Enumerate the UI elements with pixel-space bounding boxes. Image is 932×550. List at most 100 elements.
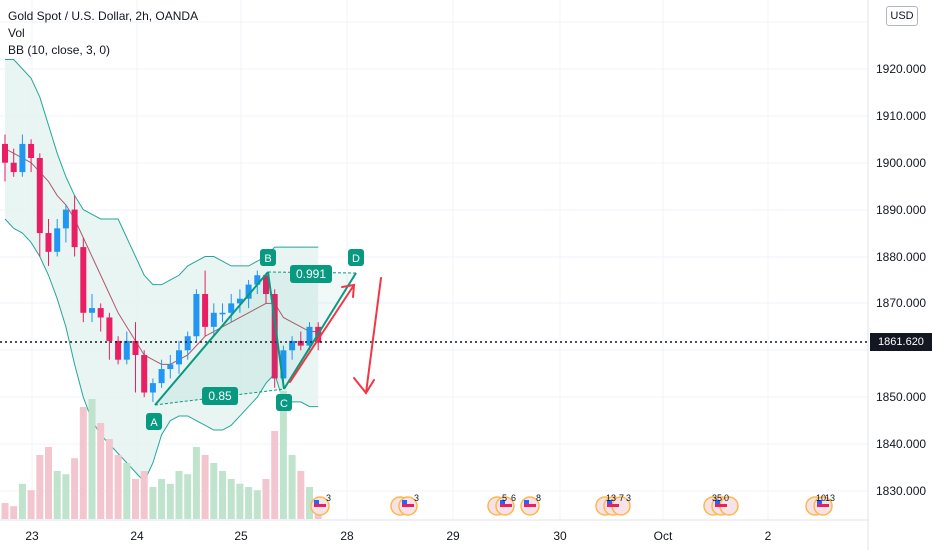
pattern-point-b-box[interactable]: [260, 249, 276, 266]
bollinger-band-fill: [5, 59, 319, 482]
ratio-bd-box[interactable]: [290, 265, 332, 283]
volume-bar: [201, 455, 209, 519]
pattern-point-a-box[interactable]: [146, 413, 162, 430]
candle-body: [210, 312, 217, 327]
candle-body: [184, 336, 191, 351]
candle-body: [167, 364, 174, 370]
up-arrow[interactable]: [289, 283, 356, 383]
price-axis-label: 1890.000: [876, 203, 926, 217]
volume-bar: [149, 487, 157, 519]
volume-bar: [18, 483, 26, 519]
volume-bar: [71, 458, 79, 519]
candle-body: [306, 326, 313, 346]
pattern-point-a-label: A: [150, 417, 158, 429]
volume-bar: [166, 483, 174, 519]
volume-bar: [262, 479, 270, 519]
flag-icon[interactable]: [703, 496, 739, 516]
volume-bar: [236, 483, 244, 519]
flag-icon[interactable]: [390, 496, 418, 516]
event-count: 6: [511, 493, 516, 503]
pattern-point-c-label: C: [280, 398, 288, 410]
time-axis-label: 30: [553, 529, 567, 543]
candle-body: [28, 143, 35, 159]
volume-bar: [27, 490, 35, 519]
candle-body: [54, 228, 61, 252]
flag-icon[interactable]: [520, 496, 540, 516]
flag-icon[interactable]: [805, 496, 833, 516]
time-axis-label: 24: [130, 529, 144, 543]
pattern-point-b-label: B: [264, 253, 271, 265]
volume-bar: [306, 487, 313, 519]
volume-bar: [79, 407, 87, 519]
volume-bar: [184, 474, 192, 519]
volume-bar: [1, 503, 9, 519]
candle-body: [228, 303, 235, 313]
candle-body: [132, 340, 139, 355]
price-axis-label: 1850.000: [876, 390, 926, 404]
volume-bar: [227, 479, 235, 519]
down-arrow[interactable]: [353, 277, 382, 395]
candle-body: [254, 275, 261, 285]
candle-body: [123, 340, 130, 360]
ratio-ac-box[interactable]: [202, 387, 238, 405]
event-count: 3: [326, 493, 331, 503]
volume-bar: [297, 471, 305, 519]
flag-icon[interactable]: [595, 496, 631, 516]
pattern-dashed-ac: [154, 388, 285, 406]
time-axis-label: 23: [25, 529, 39, 543]
event-count: 13: [606, 493, 616, 503]
price-axis-label: 1830.000: [876, 484, 926, 498]
abcd-pattern[interactable]: A B C D 0.991 0.85: [146, 249, 364, 430]
candle-body: [176, 350, 182, 365]
symbol-title[interactable]: Gold Spot / U.S. Dollar, 2h, OANDA: [8, 9, 199, 23]
candle-body: [280, 350, 287, 379]
candle-body: [263, 275, 269, 295]
candle-body: [149, 383, 156, 393]
event-markers[interactable]: 3 3 5 6 8 13 7 3: [310, 493, 835, 516]
time-axis-label: 2: [765, 529, 772, 543]
candle-body: [36, 158, 43, 234]
candle-body: [297, 340, 304, 346]
pattern-leg-bc: [267, 271, 285, 390]
bollinger-indicator-label[interactable]: BB (10, close, 3, 0): [8, 43, 111, 57]
candle-body: [236, 298, 243, 304]
candle-body: [219, 312, 226, 315]
candle-body: [45, 233, 52, 252]
event-count: 3: [414, 493, 419, 503]
volume-bar: [288, 455, 296, 519]
volume-bar: [10, 506, 18, 519]
pattern-fill-bcd: [268, 272, 356, 389]
candle-body: [62, 209, 69, 229]
currency-badge[interactable]: USD: [886, 6, 918, 26]
current-price-label: 1861.620: [870, 333, 932, 351]
chart-legend[interactable]: Gold Spot / U.S. Dollar, 2h, OANDA Vol B…: [8, 8, 198, 59]
volume-bar: [210, 463, 218, 519]
time-axis-label: Oct: [654, 529, 673, 543]
candle-body: [80, 247, 87, 313]
event-count: 8: [536, 493, 541, 503]
price-axis[interactable]: 1920.000 1910.000 1900.000 1890.000 1880…: [876, 62, 926, 498]
flag-icon[interactable]: [487, 496, 515, 516]
volume-bar: [123, 463, 131, 519]
candle-body: [158, 369, 165, 384]
volume-bar: [114, 455, 122, 519]
volume-bar: [36, 455, 44, 519]
candle-body: [245, 284, 252, 299]
volume-bar: [88, 399, 96, 519]
candle-body: [106, 317, 113, 341]
price-axis-label: 1910.000: [876, 109, 926, 123]
candle-body: [289, 340, 296, 351]
volume-bar: [271, 431, 279, 519]
pattern-point-c-box[interactable]: [276, 394, 292, 411]
volume-bar: [158, 479, 166, 519]
volume-bar: [253, 490, 261, 519]
time-axis[interactable]: 23 24 25 28 29 30 Oct 2: [25, 529, 771, 543]
candle-body: [97, 308, 104, 318]
event-count: 0: [724, 493, 729, 503]
volume-indicator-label[interactable]: Vol: [8, 26, 25, 40]
flag-icon[interactable]: [310, 496, 330, 516]
price-axis-label: 1840.000: [876, 437, 926, 451]
pattern-point-d-box[interactable]: [348, 249, 364, 266]
candle-body: [2, 143, 8, 163]
